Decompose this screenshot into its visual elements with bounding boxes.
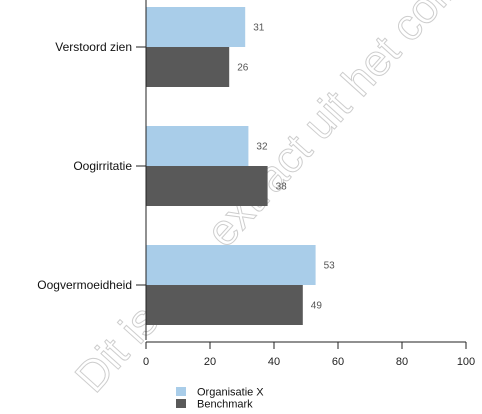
category-label: Oogirritatie <box>73 159 132 173</box>
x-tick-label: 100 <box>457 356 475 368</box>
x-tick-label: 0 <box>143 356 149 368</box>
category-label: Oogvermoeidheid <box>37 278 132 292</box>
bar-2-1 <box>146 285 303 325</box>
data-label-1-0: 32 <box>256 142 268 153</box>
data-label-2-0: 53 <box>324 261 336 272</box>
data-label-0-1: 26 <box>237 63 249 74</box>
bars <box>146 7 316 325</box>
x-tick-label: 80 <box>396 356 408 368</box>
bar-2-0 <box>146 245 316 285</box>
bar-1-1 <box>146 166 268 206</box>
watermark: Dit is een extract uit het collectieve <box>66 0 482 402</box>
bar-0-0 <box>146 7 246 47</box>
legend-swatch-1 <box>176 399 186 408</box>
x-tick-label: 20 <box>204 356 216 368</box>
labels: 31 26 Verstoord zien 32 38 Oogirritatie 53 49 Oo… <box>37 23 335 312</box>
x-tick-label: 60 <box>332 356 344 368</box>
x-tick-label: 40 <box>268 356 280 368</box>
bar-1-0 <box>146 126 249 166</box>
data-label-1-1: 38 <box>276 182 288 193</box>
legend-swatch-0 <box>176 387 186 396</box>
watermark-text: Dit is een extract uit het collectieve <box>66 0 482 402</box>
axes: 0 20 40 60 80 100 <box>136 0 475 368</box>
legend-label-0: Organisatie X <box>197 387 264 399</box>
legend-label-1: Benchmark <box>197 399 253 411</box>
data-label-0-0: 31 <box>253 23 265 34</box>
data-label-2-1: 49 <box>311 301 323 312</box>
bar-0-1 <box>146 47 230 87</box>
category-label: Verstoord zien <box>55 40 132 54</box>
